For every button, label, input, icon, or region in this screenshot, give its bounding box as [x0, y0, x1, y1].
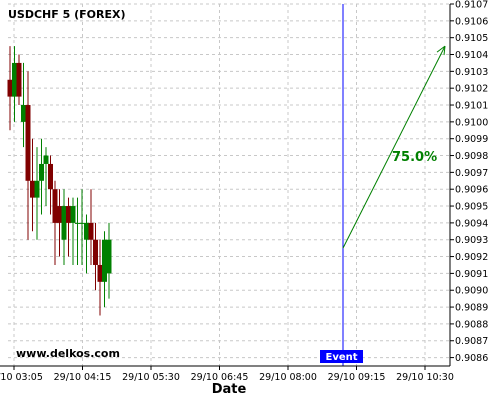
x-axis-title: Date — [212, 382, 247, 397]
y-tick-label: 0.9093 — [455, 235, 488, 246]
event-badge — [320, 350, 363, 363]
projection-arrow-head — [436, 45, 446, 56]
grid — [8, 3, 450, 366]
candle-body — [57, 206, 62, 223]
x-tick-label: 29/10 05:30 — [122, 372, 180, 383]
candle-body — [66, 206, 71, 223]
y-tick-label: 0.9095 — [455, 202, 488, 213]
x-tick-label: 29/10 09:15 — [328, 372, 386, 383]
candle-body — [102, 239, 107, 282]
candle-body — [34, 180, 40, 198]
event-layer: 75.0% Event — [320, 4, 446, 366]
event-badge-label: Event — [325, 352, 357, 363]
y-tick-label: 0.9087 — [455, 336, 488, 347]
y-tick-label: 0.9101 — [455, 101, 488, 112]
candle-body — [93, 239, 98, 265]
candle-body — [12, 62, 17, 97]
candle-body — [30, 180, 35, 198]
projection-percent-label: 75.0% — [392, 150, 437, 165]
y-tick-label: 0.9097 — [455, 168, 488, 179]
y-tick-label: 0.9106 — [455, 16, 488, 27]
x-tick-label: 29/10 03:05 — [0, 372, 43, 383]
candle-body — [75, 222, 80, 224]
candles — [7, 46, 112, 316]
candle-body — [88, 222, 94, 240]
y-tick-label: 0.9086 — [455, 353, 488, 364]
projection-arrow-line — [342, 45, 446, 249]
y-tick-label: 0.9092 — [455, 252, 488, 263]
y-tick-label: 0.9105 — [455, 33, 488, 44]
candle-body — [39, 163, 44, 181]
y-tick-label: 0.9096 — [455, 185, 488, 196]
x-tick-label: 29/10 06:45 — [191, 372, 249, 383]
candle-body — [106, 239, 112, 274]
candle-body — [52, 189, 58, 223]
candle-body — [97, 264, 103, 282]
y-tick-label: 0.9098 — [455, 151, 488, 162]
y-tick-label: 0.9107 — [455, 0, 488, 11]
x-tick-label: 29/10 04:15 — [54, 372, 112, 383]
candle-body — [61, 206, 67, 240]
x-tick-label: 29/10 10:30 — [396, 372, 454, 383]
y-tick-label: 0.9094 — [455, 218, 488, 229]
candle-body — [25, 105, 31, 181]
y-tick-label: 0.9088 — [455, 319, 488, 330]
y-tick-label: 0.9100 — [455, 117, 488, 128]
chart-title: USDCHF 5 (FOREX) — [8, 8, 125, 21]
y-tick-label: 0.9099 — [455, 134, 488, 145]
candle-body — [16, 62, 22, 97]
candle-body — [84, 222, 89, 240]
y-tick-label: 0.9104 — [455, 50, 488, 61]
candle-body — [48, 163, 53, 190]
x-tick-label: 29/10 08:00 — [259, 372, 317, 383]
y-tick-label: 0.9102 — [455, 84, 488, 95]
candle-body — [43, 155, 49, 164]
y-tick-label: 0.9091 — [455, 269, 488, 280]
y-tick-label: 0.9089 — [455, 303, 488, 314]
candle-body — [21, 105, 26, 122]
candle-body — [7, 79, 13, 97]
y-tick-label: 0.9103 — [455, 67, 488, 78]
candle-body — [79, 222, 85, 224]
watermark: www.delkos.com — [16, 347, 120, 360]
y-tick-label: 0.9090 — [455, 286, 488, 297]
candle-body — [70, 206, 76, 223]
axes: 0.9086 0.9087 0.9088 0.9089 0.9090 0.9091 0.90… — [0, 0, 488, 383]
